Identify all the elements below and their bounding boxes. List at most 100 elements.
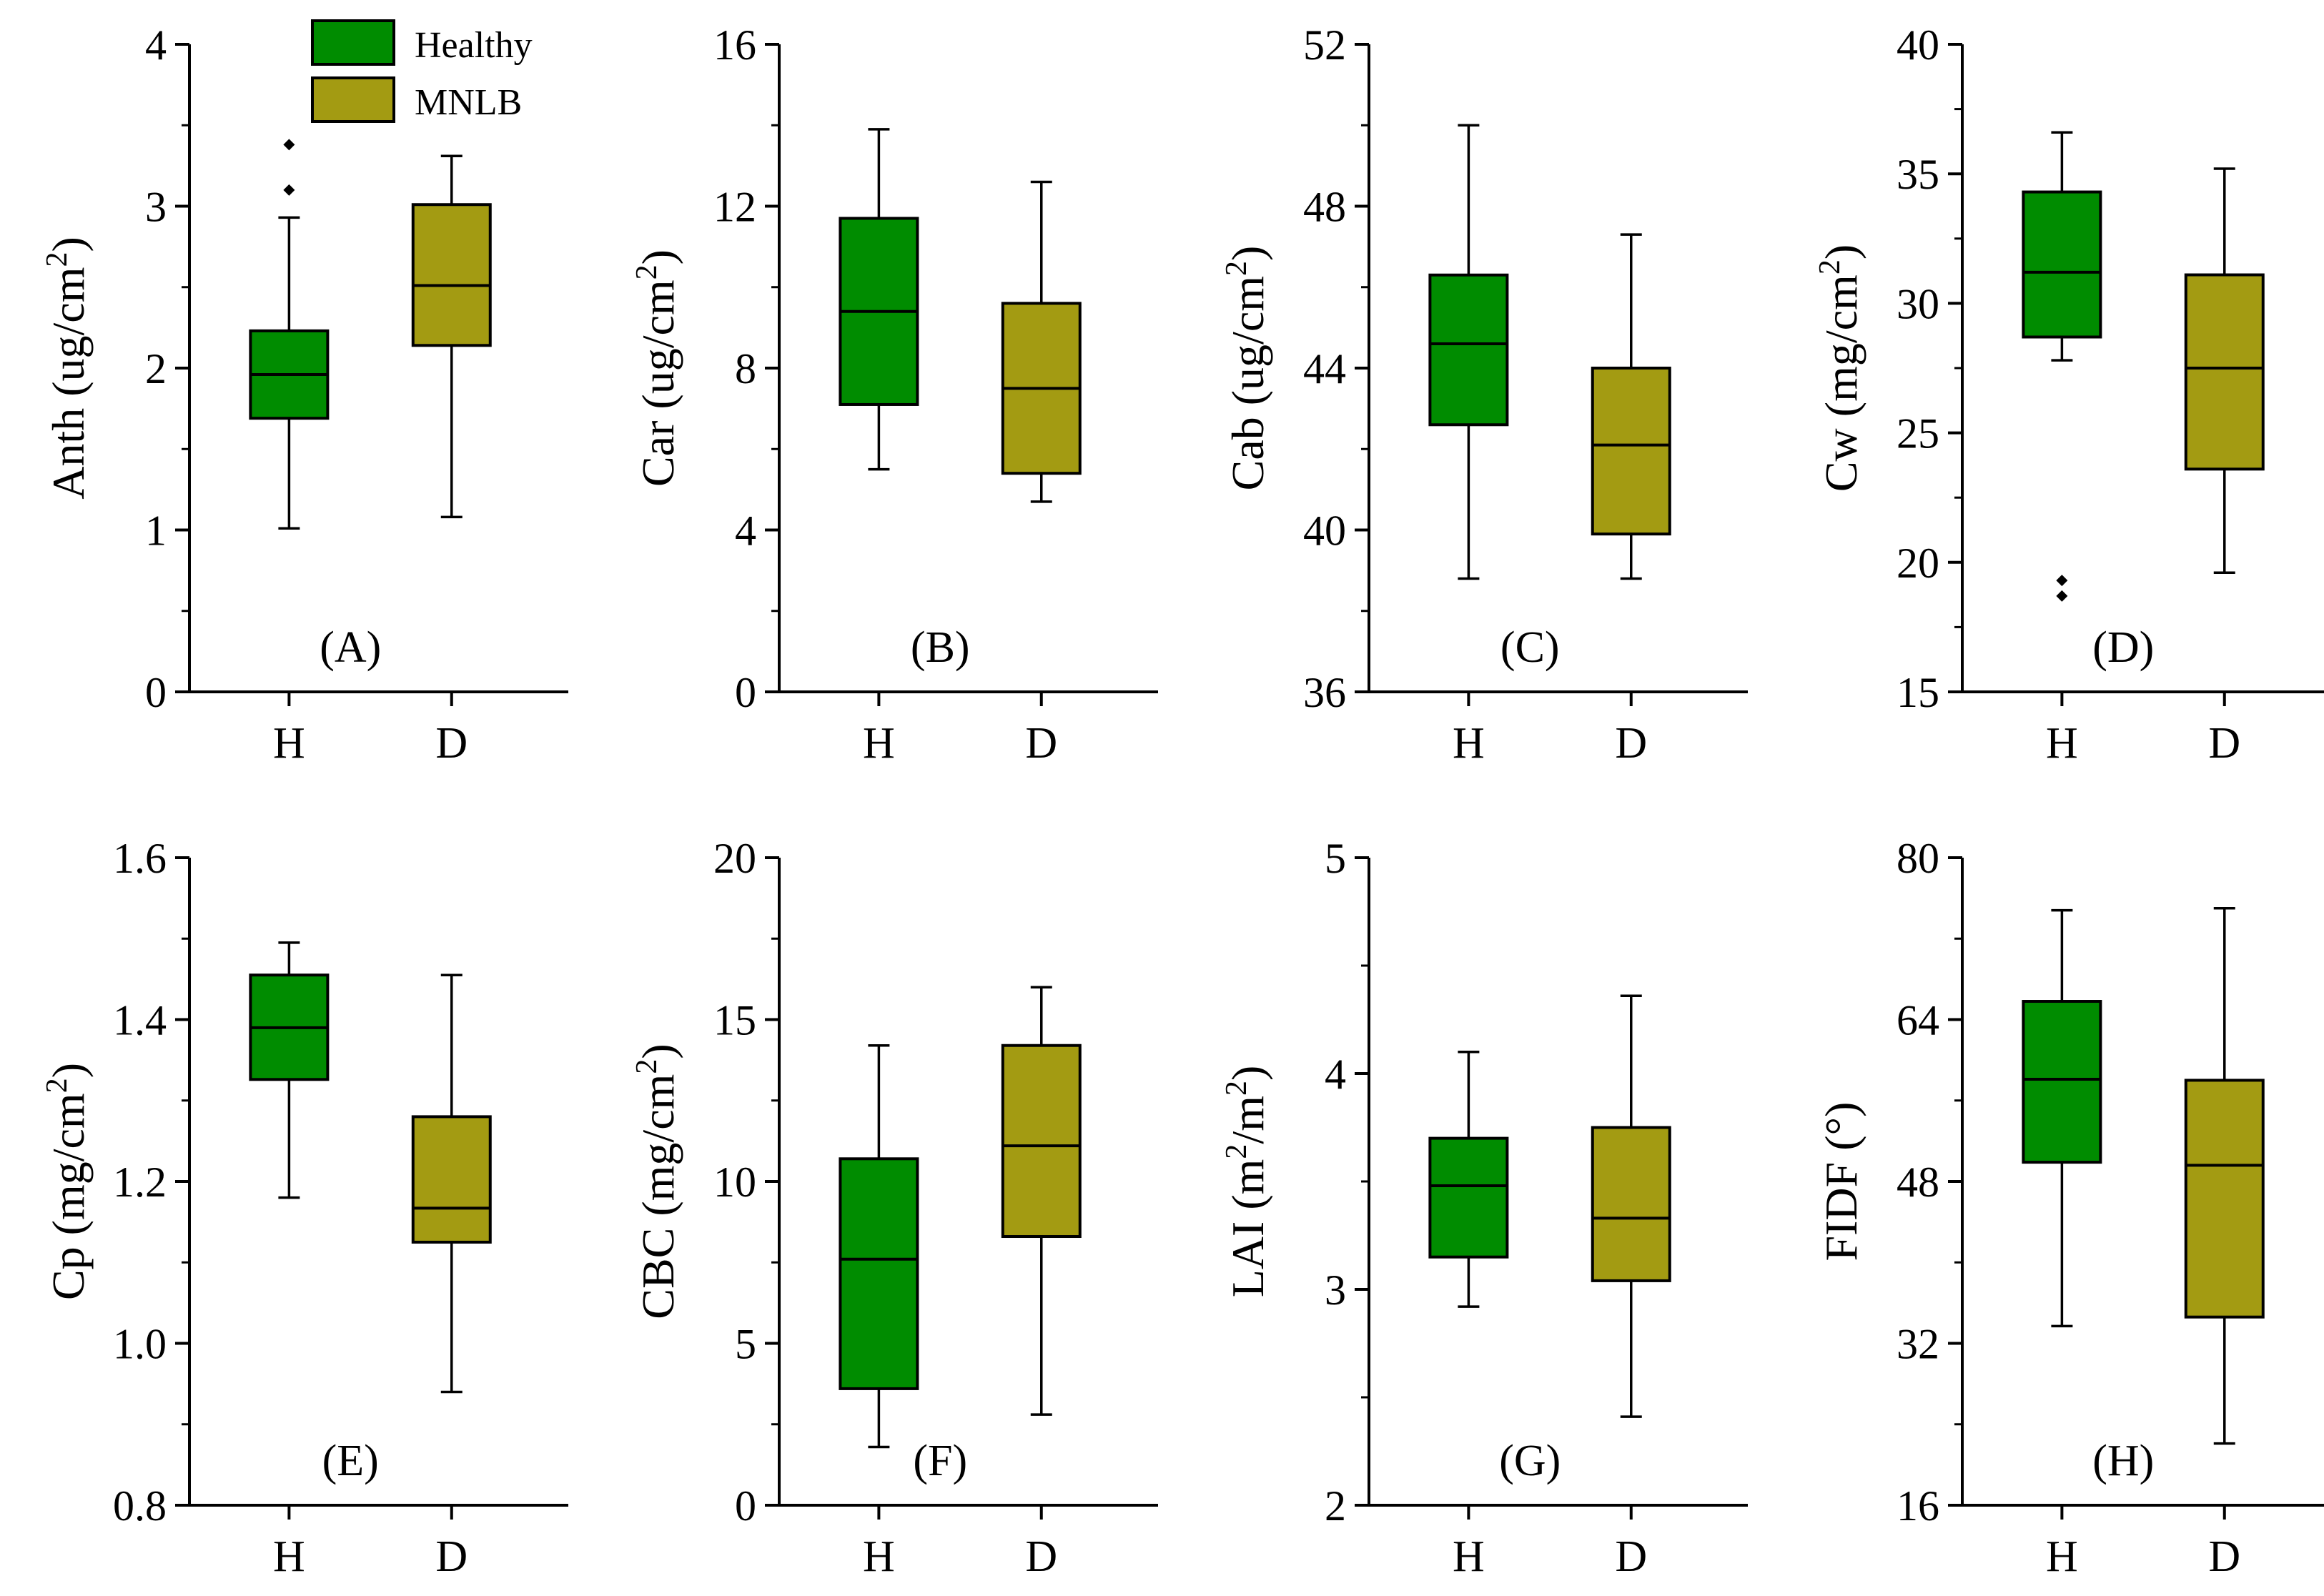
y-axis-title: LAI (m2/m2) xyxy=(1220,1066,1273,1298)
y-tick-label: 32 xyxy=(1897,1321,1939,1368)
x-tick-label: D xyxy=(1615,1532,1647,1581)
y-tick-label: 48 xyxy=(1897,1159,1939,1206)
box-iqr xyxy=(411,203,492,347)
box-iqr xyxy=(2184,1079,2265,1319)
y-tick-label: 0 xyxy=(735,1482,756,1530)
y-tick-label: 64 xyxy=(1897,997,1939,1044)
x-tick-label: H xyxy=(863,1532,895,1581)
y-tick-label: 1.0 xyxy=(113,1321,167,1368)
box-h-healthy xyxy=(2022,131,2102,602)
panel-tag: (D) xyxy=(2092,623,2154,672)
panel-tag: (A) xyxy=(320,623,381,672)
x-tick-label: D xyxy=(2208,719,2240,768)
y-axis-title-superscript: 2 xyxy=(1220,1081,1253,1096)
y-tick-label: 16 xyxy=(713,21,756,69)
panel-c: 36 40 44 48 52 H D (C) Cab (ug/cm2) xyxy=(1220,21,1748,768)
box-h-healthy xyxy=(839,1044,919,1449)
y-axis-title-part: CBC (mg/cm xyxy=(633,1074,683,1319)
y-tick-label: 12 xyxy=(713,184,756,231)
y-tick-label: 8 xyxy=(735,345,756,392)
y-axis-title-part: Cp (mg/cm xyxy=(43,1093,94,1300)
panel-tag: (G) xyxy=(1499,1437,1561,1485)
panel-e: 0.8 1.0 1.2 1.4 1.6 H D (E) Cp (mg/cm2) xyxy=(41,835,568,1581)
x-tick-label: H xyxy=(1453,719,1485,768)
box-iqr xyxy=(1001,1044,1082,1239)
y-axis-title: Cab (ug/cm2) xyxy=(1220,246,1273,491)
x-tick-label: D xyxy=(1025,1532,1057,1581)
legend-swatch-mnlb xyxy=(311,76,395,123)
panel-h: 16 32 48 64 80 H D (H) FIDF (°) xyxy=(1816,835,2324,1581)
x-tick-label: D xyxy=(435,719,468,768)
y-axis-title-superscript: 2 xyxy=(1814,259,1846,274)
x-tick-label: D xyxy=(435,1532,468,1581)
legend-swatch-healthy xyxy=(311,19,395,66)
y-tick-label: 5 xyxy=(1325,835,1346,882)
y-tick-label: 1 xyxy=(145,507,167,555)
panel-tag: (C) xyxy=(1500,623,1560,672)
box-iqr xyxy=(2022,190,2102,339)
y-tick-label: 3 xyxy=(145,184,167,231)
box-h-healthy xyxy=(249,941,330,1199)
box-iqr xyxy=(411,1115,492,1244)
box-d-mnlb xyxy=(411,154,492,519)
y-axis-title-superscript: 2 xyxy=(1220,1144,1253,1159)
x-tick-label: H xyxy=(2046,719,2078,768)
box-h-healthy xyxy=(2022,908,2102,1328)
x-tick-label: H xyxy=(273,1532,305,1581)
box-iqr xyxy=(2022,1000,2102,1164)
panel-b: 0 4 8 12 16 H D (B) Car (ug/cm2) xyxy=(631,21,1158,768)
y-tick-label: 4 xyxy=(735,507,756,555)
y-tick-label: 1.2 xyxy=(113,1159,167,1206)
y-tick-label: 2 xyxy=(1325,1482,1346,1530)
y-tick-label: 1.6 xyxy=(113,835,167,882)
y-tick-label: 0 xyxy=(735,669,756,716)
outlier-point xyxy=(2056,590,2068,602)
y-axis-title-part: Cw (mg/cm xyxy=(1816,274,1866,492)
box-iqr xyxy=(1591,367,1671,536)
box-d-mnlb xyxy=(411,973,492,1394)
y-tick-label: 30 xyxy=(1897,280,1939,327)
legend-label-mnlb: MNLB xyxy=(415,82,522,123)
y-tick-label: 44 xyxy=(1303,345,1346,392)
y-axis-title-part: ) xyxy=(1222,246,1273,261)
y-tick-label: 48 xyxy=(1303,184,1346,231)
box-iqr xyxy=(839,1157,919,1390)
y-axis-title-part: LAI (m xyxy=(1222,1159,1273,1298)
legend: Healthy MNLB xyxy=(311,19,533,123)
panel-tag: (B) xyxy=(911,623,970,672)
y-axis-title: Cw (mg/cm2) xyxy=(1814,244,1866,492)
y-tick-label: 5 xyxy=(735,1321,756,1368)
y-axis-title: FIDF (°) xyxy=(1816,1102,1866,1262)
y-tick-label: 15 xyxy=(713,997,756,1044)
box-iqr xyxy=(2184,273,2265,471)
y-tick-label: 35 xyxy=(1897,151,1939,198)
x-tick-label: D xyxy=(1615,719,1647,768)
panel-tag: (H) xyxy=(2092,1437,2154,1485)
y-axis-title: Car (ug/cm2) xyxy=(631,249,683,487)
y-axis-title-part: Car (ug/cm xyxy=(633,279,683,487)
y-axis-title: CBC (mg/cm2) xyxy=(631,1044,683,1319)
box-iqr xyxy=(1591,1126,1671,1282)
y-tick-label: 10 xyxy=(713,1159,756,1206)
outlier-point xyxy=(283,139,295,151)
y-axis-title-superscript: 2 xyxy=(631,264,663,279)
box-iqr xyxy=(1428,273,1509,427)
y-tick-label: 2 xyxy=(145,345,167,392)
panel-f: 0 5 10 15 20 H D (F) CBC (mg/cm2) xyxy=(631,835,1158,1581)
box-d-mnlb xyxy=(2184,167,2265,575)
y-tick-label: 25 xyxy=(1897,410,1939,457)
y-tick-label: 3 xyxy=(1325,1267,1346,1314)
box-d-mnlb xyxy=(2184,907,2265,1445)
y-axis-title-part: ) xyxy=(1222,1066,1273,1081)
y-tick-label: 36 xyxy=(1303,669,1346,716)
box-iqr xyxy=(1428,1136,1509,1259)
y-axis-title-part: FIDF (°) xyxy=(1816,1102,1866,1262)
box-h-healthy xyxy=(839,128,919,471)
y-axis-title: Cp (mg/cm2) xyxy=(41,1063,94,1300)
box-h-healthy xyxy=(1428,1051,1509,1308)
box-d-mnlb xyxy=(1591,233,1671,580)
y-axis-title-superscript: 2 xyxy=(41,1078,74,1093)
